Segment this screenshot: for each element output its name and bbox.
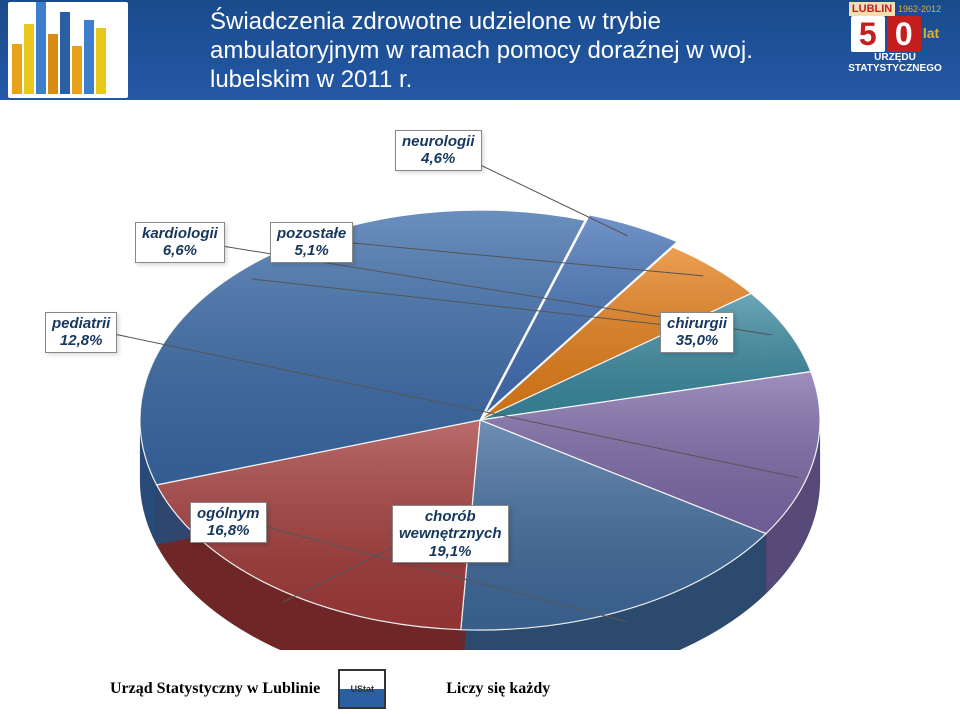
slice-label-chorob: choróbwewnętrznych19,1% [392,505,509,563]
slice-label-ogolnym: ogólnym16,8% [190,502,267,543]
slice-pct: 6,6% [163,242,197,259]
logo-zero: 0 [887,16,921,52]
stat-logo-icon: UStat [338,669,386,709]
logo-years: 1962-2012 [898,4,941,14]
slice-name: ogólnym [197,505,260,522]
slice-pct: 4,6% [421,150,455,167]
slice-label-pozostale: pozostałe5,1% [270,222,353,263]
pie-chart: neurologii4,6% pozostałe5,1% kardiologii6,… [0,60,960,650]
slice-name: pediatrii [52,315,110,332]
logo-fifty: 5 0 lat [840,16,950,52]
slice-name: neurologii [402,133,475,150]
slice-pct: 35,0% [676,332,719,349]
slice-pct: 16,8% [207,522,250,539]
footer: Urząd Statystyczny w Lublinie UStat Licz… [0,664,960,714]
slice-name: choróbwewnętrznych [399,508,502,542]
slice-pct: 12,8% [60,332,103,349]
slice-name: kardiologii [142,225,218,242]
slice-name: chirurgii [667,315,727,332]
footer-tagline: Liczy się każdy [446,680,550,698]
slice-label-neurologii: neurologii4,6% [395,130,482,171]
slice-label-kardiologii: kardiologii6,6% [135,222,225,263]
logo-suffix: lat [923,26,939,41]
logo-city: LUBLIN [849,2,895,16]
slice-pct: 19,1% [429,543,472,560]
slice-pct: 5,1% [294,242,328,259]
logo-five: 5 [851,16,885,52]
footer-org: Urząd Statystyczny w Lublinie [110,680,320,698]
slice-label-pediatrii: pediatrii12,8% [45,312,117,353]
slice-name: pozostałe [277,225,346,242]
slice-label-chirurgii: chirurgii35,0% [660,312,734,353]
